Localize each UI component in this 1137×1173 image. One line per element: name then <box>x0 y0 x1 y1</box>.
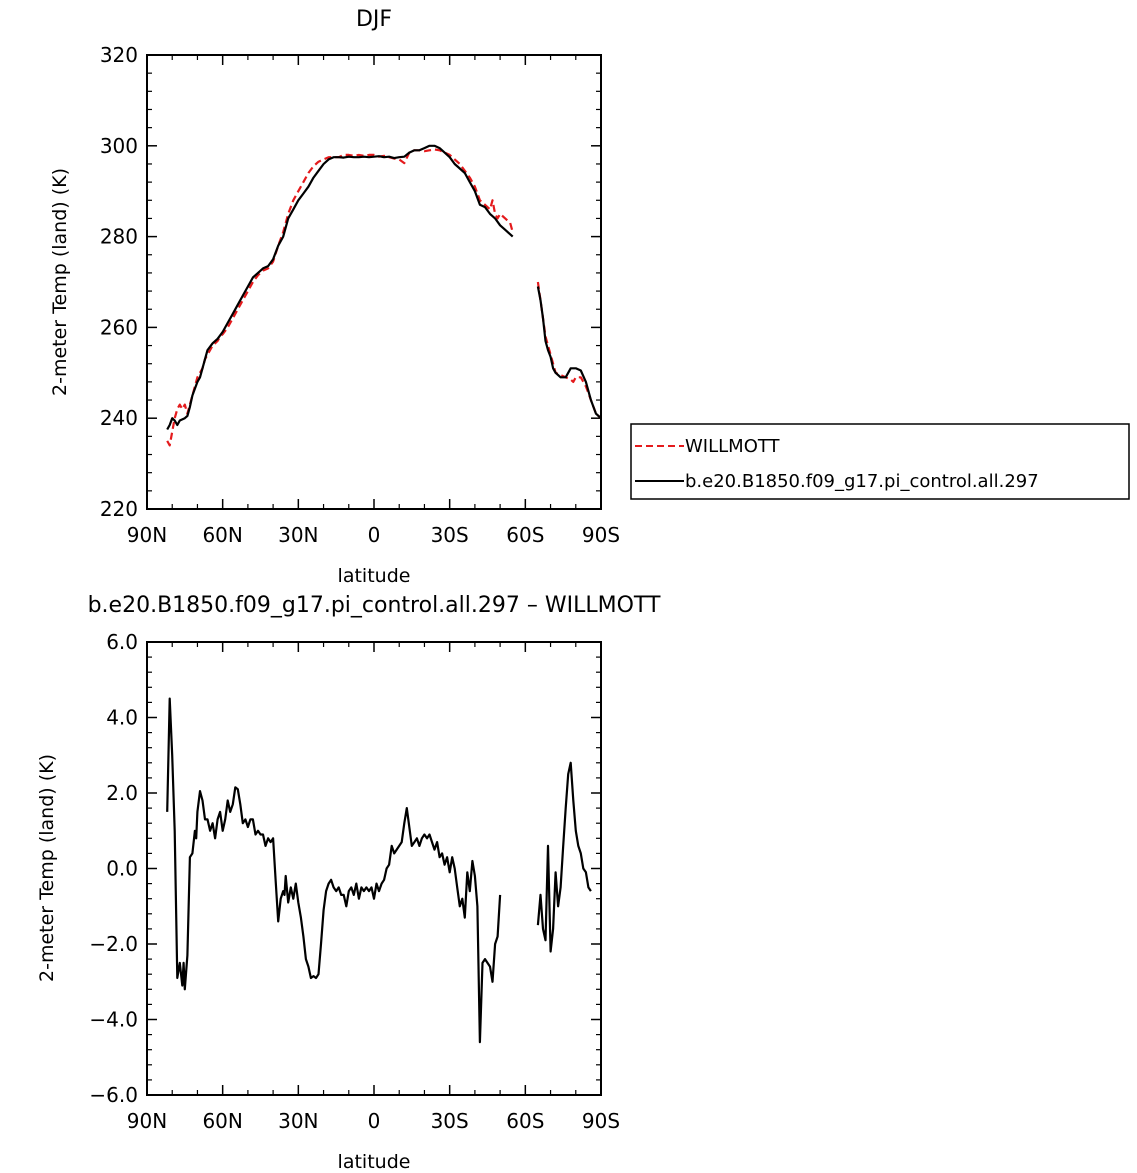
djf-y-tick-labels: 220 240 260 280 300 320 <box>100 43 138 521</box>
y-tick-label: 2.0 <box>106 781 138 805</box>
x-tick-label: 60N <box>202 523 242 547</box>
x-tick-label: 0 <box>368 523 381 547</box>
x-tick-label: 90N <box>127 523 167 547</box>
djf-temperature-panel: DJF 90N 60N 30N 0 30S 60S 90S 220 240 260 280 300 3… <box>49 7 620 587</box>
difference-plot-lines <box>166 697 592 1044</box>
series-line-1-segment-0 <box>166 144 514 431</box>
y-tick-label: −2.0 <box>89 932 138 956</box>
legend: WILLMOTT b.e20.B1850.f09_g17.pi_control.… <box>630 423 1130 500</box>
x-tick-label: 30S <box>431 523 469 547</box>
y-tick-label: −6.0 <box>89 1083 138 1107</box>
x-tick-label: 90S <box>582 1109 620 1133</box>
x-tick-label: 30N <box>278 1109 318 1133</box>
x-tick-label: 30N <box>278 523 318 547</box>
x-tick-label: 90N <box>127 1109 167 1133</box>
x-tick-label: 30S <box>431 1109 469 1133</box>
y-tick-label: 280 <box>100 225 138 249</box>
legend-label-willmott: WILLMOTT <box>685 436 781 457</box>
djf-x-axis-label: latitude <box>338 565 411 587</box>
difference-tick-marks <box>146 641 602 1096</box>
djf-tick-marks <box>146 54 602 510</box>
djf-plot-lines <box>166 144 602 447</box>
x-tick-label: 0 <box>368 1109 381 1133</box>
series-line-1-segment-1 <box>536 286 602 420</box>
djf-y-axis-label: 2-meter Temp (land) (K) <box>49 168 71 396</box>
x-tick-label: 60N <box>202 1109 242 1133</box>
y-tick-label: 260 <box>100 315 138 339</box>
series-line-0-segment-0 <box>166 148 514 447</box>
djf-x-tick-labels: 90N 60N 30N 0 30S 60S 90S <box>127 523 620 547</box>
y-tick-label: 0.0 <box>106 857 138 881</box>
x-tick-label: 60S <box>506 1109 544 1133</box>
difference-plot-frame <box>146 641 602 1096</box>
x-tick-label: 60S <box>506 523 544 547</box>
djf-panel-title: DJF <box>356 7 392 32</box>
legend-box <box>630 423 1130 500</box>
series-line-0-segment-0 <box>166 697 502 1044</box>
series-line-0-segment-1 <box>536 761 592 953</box>
difference-y-tick-labels: −6.0 −4.0 −2.0 0.0 2.0 4.0 6.0 <box>89 630 138 1107</box>
difference-x-axis-label: latitude <box>338 1151 411 1173</box>
difference-panel-title: b.e20.B1850.f09_g17.pi_control.all.297 –… <box>88 593 661 618</box>
difference-y-axis-label: 2-meter Temp (land) (K) <box>36 754 58 982</box>
x-tick-label: 90S <box>582 523 620 547</box>
y-tick-label: 320 <box>100 43 138 67</box>
y-tick-label: 6.0 <box>106 630 138 654</box>
y-tick-label: 240 <box>100 406 138 430</box>
legend-label-model: b.e20.B1850.f09_g17.pi_control.all.297 <box>685 471 1039 492</box>
y-tick-label: 300 <box>100 134 138 158</box>
difference-x-tick-labels: 90N 60N 30N 0 30S 60S 90S <box>127 1109 620 1133</box>
djf-plot-frame <box>146 54 602 510</box>
y-tick-label: 4.0 <box>106 706 138 730</box>
y-tick-label: −4.0 <box>89 1008 138 1032</box>
y-tick-label: 220 <box>100 497 138 521</box>
difference-panel: b.e20.B1850.f09_g17.pi_control.all.297 –… <box>36 593 661 1173</box>
